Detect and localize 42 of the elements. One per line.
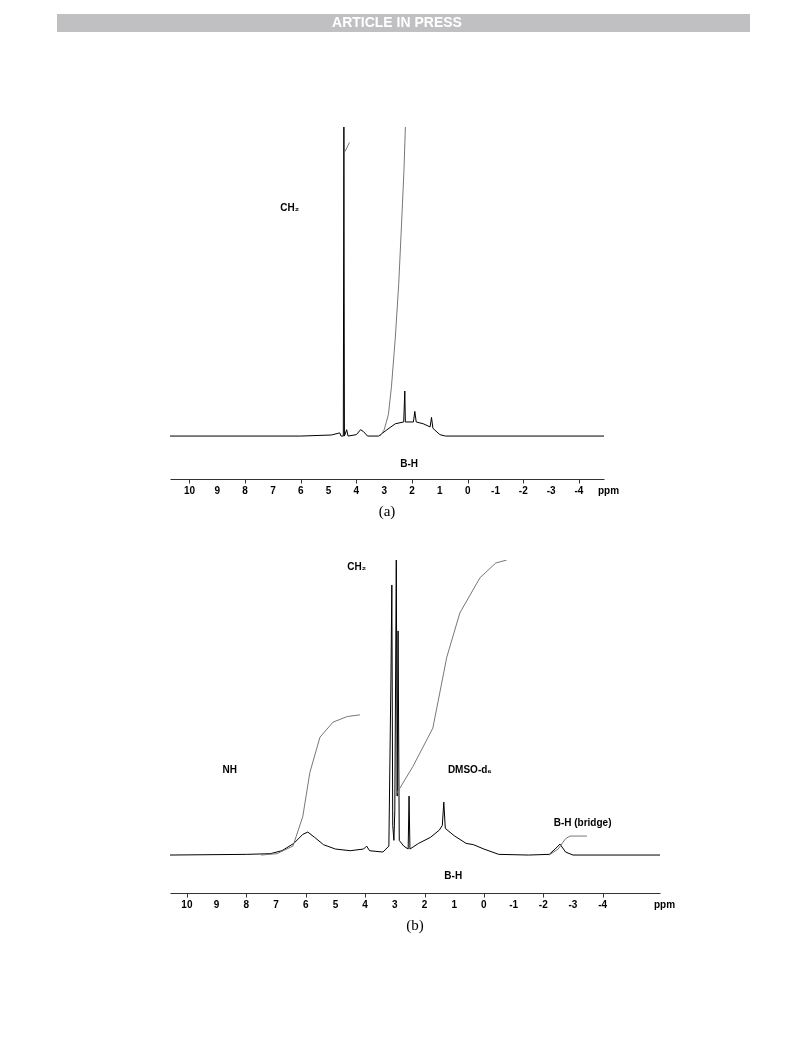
x-tick-label: 2	[421, 899, 428, 910]
x-tick-label: 0	[464, 485, 471, 496]
x-tick-label: -2	[538, 899, 549, 910]
x-axis-title: ppm	[654, 899, 676, 910]
annotation: CH₂	[280, 201, 300, 213]
x-tick-label: 1	[451, 899, 458, 910]
x-tick-label: 7	[273, 899, 280, 910]
x-tick-label: -2	[518, 485, 529, 496]
x-tick-label: 3	[392, 899, 399, 910]
x-axis-title: ppm	[598, 485, 620, 496]
text: (b)	[406, 917, 424, 934]
x-tick-label: 4	[353, 485, 360, 496]
x-tick-label: 7	[270, 485, 277, 496]
x-tick-label: -1	[509, 899, 519, 910]
x-tick-label: 1	[437, 485, 444, 496]
annotation: B-H	[400, 457, 419, 469]
annotation: B-H	[444, 870, 463, 882]
x-tick-label: -3	[546, 485, 557, 496]
x-tick-label: -4	[598, 899, 608, 910]
x-tick-label: 10	[181, 899, 193, 910]
x-tick-label: -3	[568, 899, 578, 910]
x-tick-label: 9	[214, 485, 221, 496]
annotation: CH₂	[347, 560, 367, 572]
x-tick-label: 0	[481, 899, 488, 910]
x-tick-label: 4	[362, 899, 369, 910]
x-tick-label: 6	[297, 485, 304, 496]
text: (a)	[378, 503, 396, 520]
annotation: NH	[222, 763, 238, 775]
annotation: B-H (bridge)	[553, 817, 612, 829]
x-tick-label: 9	[213, 899, 220, 910]
annotation: DMSO-d₆	[447, 763, 492, 775]
text: ARTICLE IN PRESS	[332, 14, 462, 30]
x-tick-label: 6	[302, 899, 309, 910]
x-tick-label: 8	[243, 899, 250, 910]
x-tick-label: 5	[325, 485, 332, 496]
x-tick-label: 8	[242, 485, 249, 496]
x-tick-label: 10	[183, 485, 196, 496]
x-tick-label: 3	[381, 485, 388, 496]
x-tick-label: 5	[332, 899, 339, 910]
x-tick-label: -4	[574, 485, 584, 496]
x-tick-label: 2	[409, 485, 416, 496]
x-tick-label: -1	[491, 485, 501, 496]
